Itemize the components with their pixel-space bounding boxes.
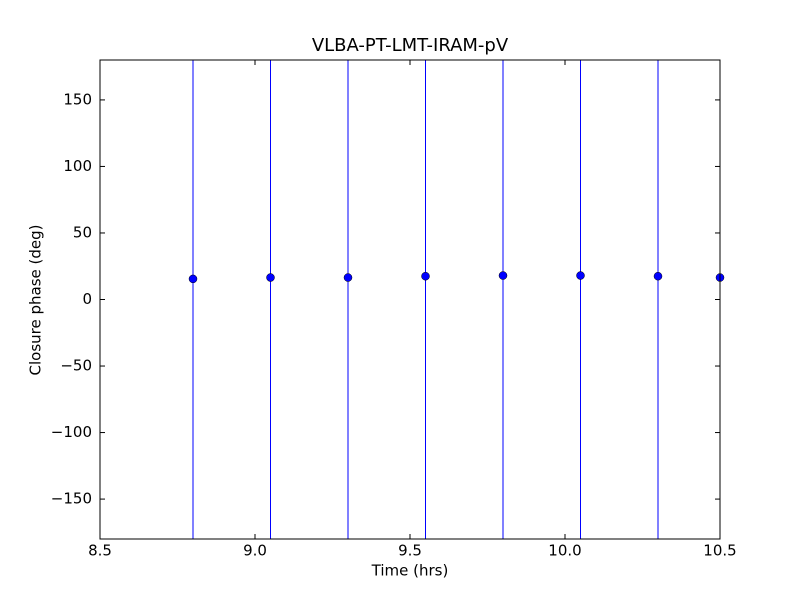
y-tick-label: 0 — [82, 290, 92, 308]
x-tick-label: 10.5 — [703, 542, 736, 560]
plot-frame — [99, 59, 721, 540]
data-point — [343, 273, 353, 282]
y-tick-label: −50 — [60, 357, 92, 375]
x-tick-label: 9.5 — [398, 542, 422, 560]
x-tick-label: 9.0 — [243, 542, 267, 560]
data-point — [498, 271, 508, 280]
y-tick-label: −100 — [51, 423, 92, 441]
y-tick-label: 50 — [73, 223, 92, 241]
y-tick-label: 100 — [63, 157, 92, 175]
data-point — [266, 273, 275, 282]
x-tick-label: 10.0 — [548, 542, 581, 560]
chart-title: VLBA-PT-LMT-IRAM-pV — [312, 35, 509, 56]
x-axis-label: Time (hrs) — [371, 562, 449, 580]
y-tick-label: −150 — [51, 490, 92, 508]
y-tick-label: 150 — [63, 90, 92, 108]
data-point — [188, 274, 198, 284]
y-axis-label: Closure phase (deg) — [27, 225, 45, 376]
data-point — [576, 271, 585, 280]
data-point — [653, 271, 663, 281]
data-point — [421, 271, 430, 281]
x-tick-label: 8.5 — [88, 542, 112, 560]
